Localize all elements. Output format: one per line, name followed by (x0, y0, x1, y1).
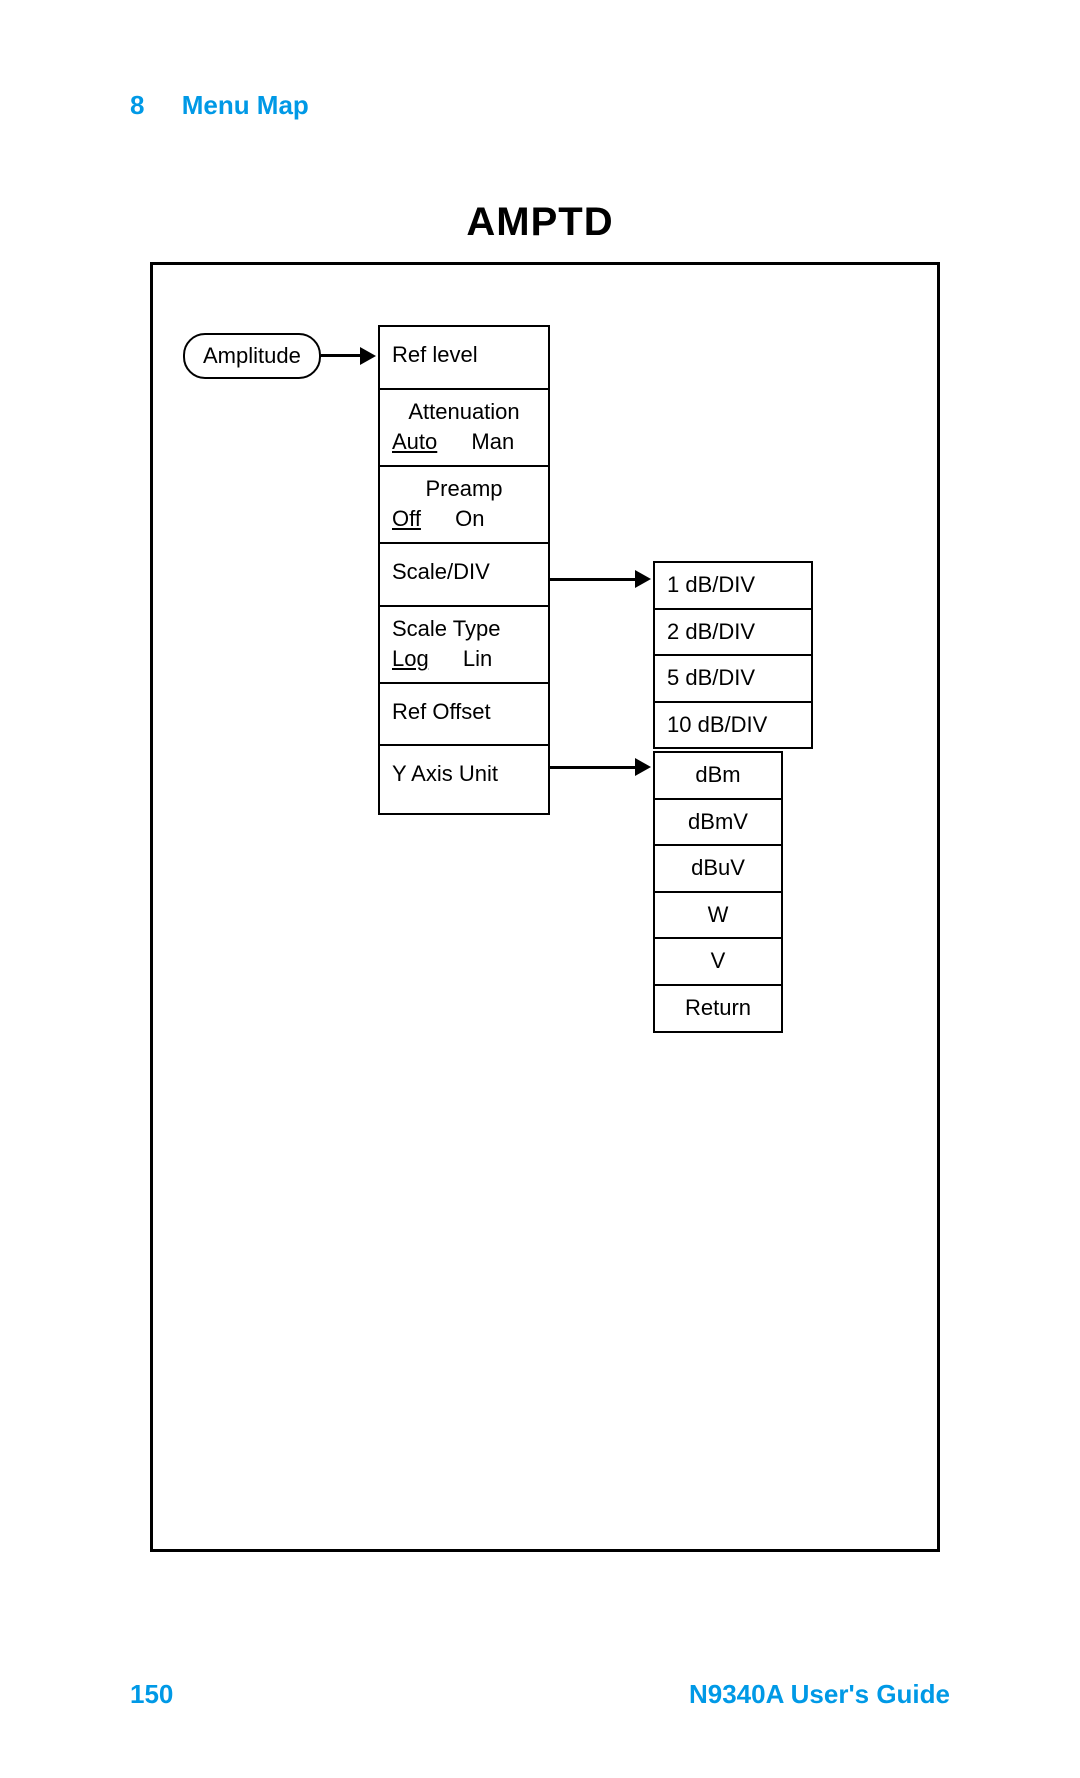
arrowhead-icon (360, 347, 376, 365)
arrowhead-icon (635, 570, 651, 588)
menu-item-y-axis-unit: Y Axis Unit (380, 746, 548, 813)
menu-item-5db: 5 dB/DIV (655, 656, 811, 703)
menu-item-dbmv: dBmV (655, 800, 781, 847)
connector-line (550, 578, 638, 581)
menu-column-y-axis-unit: dBm dBmV dBuV W V Return (653, 751, 783, 1033)
menu-item-ref-level: Ref level (380, 327, 548, 390)
menu-item-10db: 10 dB/DIV (655, 703, 811, 748)
page-number: 150 (130, 1679, 173, 1710)
menu-item-dbuv: dBuV (655, 846, 781, 893)
root-node-amplitude: Amplitude (183, 333, 321, 379)
menu-item-attenuation: Attenuation Auto Man (380, 390, 548, 467)
diagram-frame: Amplitude Ref level Attenuation Auto Man… (150, 262, 940, 1552)
menu-column-main: Ref level Attenuation Auto Man Preamp Of… (378, 325, 550, 815)
menu-item-return: Return (655, 986, 781, 1031)
option-on: On (455, 505, 484, 534)
connector-line (550, 766, 638, 769)
menu-item-v: V (655, 939, 781, 986)
menu-item-w: W (655, 893, 781, 940)
option-off: Off (392, 505, 421, 534)
connector-line (321, 354, 363, 357)
menu-item-scale-type: Scale Type Log Lin (380, 607, 548, 684)
root-node-label: Amplitude (203, 343, 301, 368)
menu-column-scale-div: 1 dB/DIV 2 dB/DIV 5 dB/DIV 10 dB/DIV (653, 561, 813, 749)
chapter-title: Menu Map (182, 90, 309, 120)
option-man: Man (471, 428, 514, 457)
option-log: Log (392, 645, 429, 674)
chapter-header: 8 Menu Map (130, 90, 309, 121)
menu-item-2db: 2 dB/DIV (655, 610, 811, 657)
page-title: AMPTD (0, 200, 1080, 245)
option-auto: Auto (392, 428, 437, 457)
doc-title: N9340A User's Guide (689, 1679, 950, 1710)
option-lin: Lin (463, 645, 492, 674)
chapter-number: 8 (130, 90, 144, 120)
menu-item-ref-offset: Ref Offset (380, 684, 548, 747)
menu-item-dbm: dBm (655, 753, 781, 800)
menu-item-scale-div: Scale/DIV (380, 544, 548, 607)
arrowhead-icon (635, 758, 651, 776)
menu-item-preamp: Preamp Off On (380, 467, 548, 544)
menu-item-1db: 1 dB/DIV (655, 563, 811, 610)
